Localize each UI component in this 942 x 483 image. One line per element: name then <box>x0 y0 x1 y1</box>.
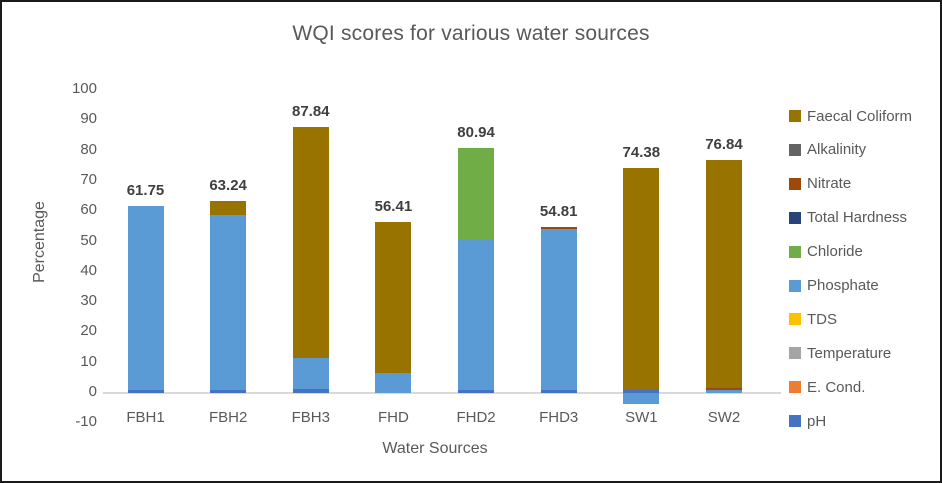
legend-item-tds: TDS <box>789 310 837 328</box>
bar-segment-ph-fhd3 <box>540 389 577 393</box>
legend-item-phosphate: Phosphate <box>789 277 879 295</box>
legend-label: Nitrate <box>807 175 852 193</box>
legend-item-chloride: Chloride <box>789 243 863 261</box>
bar-segment-nitrate-sw2 <box>705 387 742 390</box>
chart-title: WQI scores for various water sources <box>292 22 650 45</box>
legend-swatch-icon <box>789 415 801 428</box>
y-tick-label: 90 <box>80 110 97 128</box>
x-tick-label-sw2: SW2 <box>707 409 741 426</box>
legend-label: TDS <box>807 310 837 328</box>
x-tick-label-fhd2: FHD2 <box>456 409 496 426</box>
y-tick-label: 20 <box>80 322 97 340</box>
legend-item-alkalinity: Alkalinity <box>789 141 866 159</box>
total-data-label-fbh2: 63.24 <box>209 177 247 195</box>
legend-swatch-icon <box>789 381 801 394</box>
legend-swatch-icon <box>789 347 801 360</box>
legend-label: Alkalinity <box>807 141 867 159</box>
bar-segment-phosphate-fbh1 <box>127 205 164 390</box>
total-data-label-fhd3: 54.81 <box>539 202 578 220</box>
x-axis-line <box>103 392 781 394</box>
legend-swatch-icon <box>789 211 801 224</box>
y-tick-label: 0 <box>88 383 97 400</box>
y-tick-label: 40 <box>80 261 97 279</box>
x-tick-label-fhd: FHD <box>377 409 409 426</box>
legend-label: Faecal Coliform <box>807 107 913 125</box>
bar-segment-faecal-coliform-fhd <box>375 222 412 373</box>
bar-segment-faecal-coliform-sw2 <box>705 160 742 388</box>
y-tick-label: 10 <box>80 352 97 370</box>
legend-item-e-cond-: E. Cond. <box>789 378 865 396</box>
y-tick-label: 80 <box>80 140 97 158</box>
bar-segment-faecal-coliform-sw1 <box>623 167 660 390</box>
bar-segment-ph-fbh1 <box>127 389 164 393</box>
bar-segment-phosphate-fhd2 <box>458 238 495 390</box>
total-data-label-fbh3: 87.84 <box>291 102 330 120</box>
legend-item-total-hardness: Total Hardness <box>789 209 907 227</box>
bar-segment-phosphate-fbh2 <box>210 215 247 390</box>
bar-segment-ph-fbh2 <box>210 389 247 393</box>
bar-segment-phosphate-fhd3 <box>540 229 577 390</box>
bar-segment-phosphate-sw1 <box>623 393 660 404</box>
total-data-label-fhd2: 80.94 <box>457 123 495 141</box>
legend-label: pH <box>807 412 827 430</box>
bar-segment-ph-fhd2 <box>458 389 495 393</box>
total-data-label-fhd: 56.41 <box>374 198 413 216</box>
legend-label: E. Cond. <box>807 378 866 396</box>
legend-item-ph: pH <box>789 412 826 430</box>
total-data-label-sw1: 74.38 <box>622 143 661 161</box>
bar-segment-chloride-fhd2 <box>458 147 495 239</box>
legend-item-nitrate: Nitrate <box>789 175 851 193</box>
x-tick-label-fbh1: FBH1 <box>126 409 165 426</box>
bar-segment-faecal-coliform-fbh2 <box>210 201 247 215</box>
bar-segment-phosphate-sw2 <box>705 389 742 393</box>
x-tick-label-fhd3: FHD3 <box>539 409 579 426</box>
bar-segment-ph-fbh3 <box>292 389 329 393</box>
legend-label: Total Hardness <box>807 209 908 227</box>
bar-segment-nitrate-fhd3 <box>540 226 577 230</box>
legend-swatch-icon <box>789 177 801 190</box>
legend-label: Chloride <box>807 243 863 261</box>
legend-swatch-icon <box>789 110 801 122</box>
bar-segment-phosphate-fbh3 <box>292 358 329 390</box>
x-tick-label-fbh2: FBH2 <box>208 409 248 426</box>
y-tick-label: 60 <box>80 201 97 219</box>
y-tick-label: 30 <box>80 292 97 310</box>
legend-swatch-icon <box>789 279 801 292</box>
x-tick-label-sw1: SW1 <box>625 409 658 426</box>
total-data-label-sw2: 76.84 <box>705 136 743 154</box>
x-axis-title: Water Sources <box>382 440 488 457</box>
y-tick-label: 70 <box>80 170 97 188</box>
x-tick-label-fbh3: FBH3 <box>291 409 330 426</box>
y-tick-label: -10 <box>75 413 97 431</box>
bar-segment-ph-sw1 <box>623 389 660 393</box>
legend-swatch-icon <box>789 143 801 156</box>
y-tick-label: 100 <box>71 80 97 97</box>
legend-label: Temperature <box>807 344 892 362</box>
legend-item-faecal-coliform: Faecal Coliform <box>789 107 912 125</box>
legend-item-temperature: Temperature <box>789 344 891 362</box>
total-data-label-fbh1: 61.75 <box>126 181 165 199</box>
legend-swatch-icon <box>789 313 801 326</box>
bar-segment-phosphate-fhd <box>375 373 412 393</box>
bar-segment-faecal-coliform-fbh3 <box>292 126 329 359</box>
legend-label: Phosphate <box>807 277 879 294</box>
y-tick-label: 50 <box>80 231 97 249</box>
legend-swatch-icon <box>789 245 801 258</box>
